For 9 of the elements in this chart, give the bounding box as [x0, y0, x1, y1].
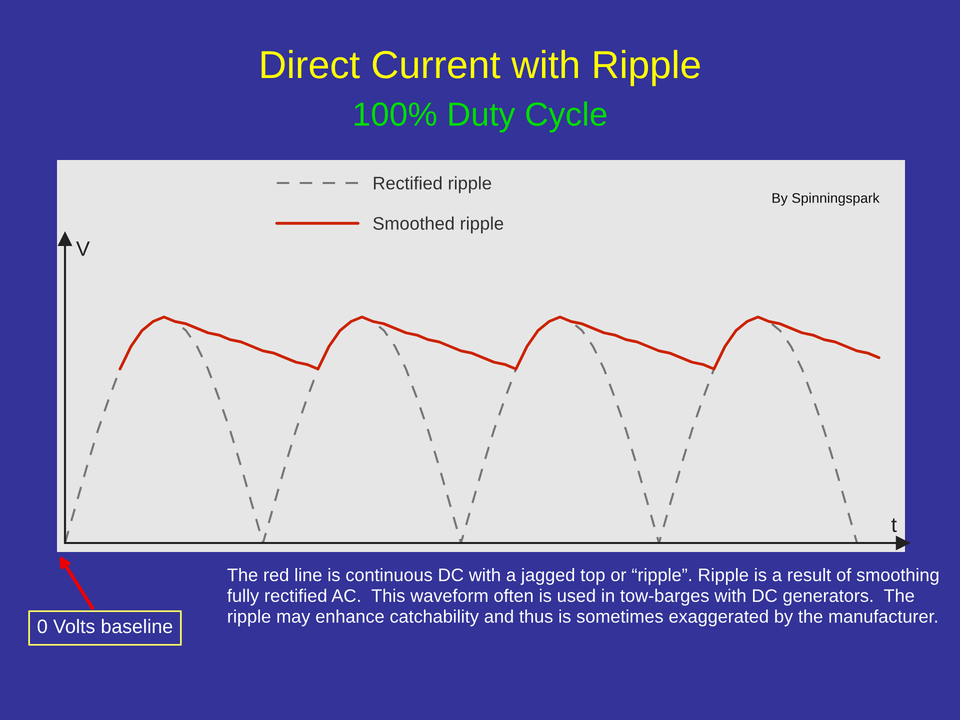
text: The red line is continuous DC with a jagged top or “ripple”. Ripple is a result of smoothing fully rectified AC. This waveform often is used in tow-barges with DC generators. The ripple may enhance catchability and thus is sometimes exaggerated by the manufacturer. — [227, 568, 938, 626]
legend-label: Smoothed ripple — [373, 216, 504, 234]
chart-title: Direct Current with Ripple — [262, 50, 700, 86]
y-axis-title: V — [76, 241, 90, 256]
text: By Spinningspark — [772, 192, 880, 206]
legend-label: Rectified ripple — [374, 176, 492, 194]
text: 0 Volts baseline — [38, 618, 172, 634]
chart-subtitle: 100% Duty Cycle — [354, 101, 606, 133]
x-axis-title: t — [891, 518, 897, 532]
